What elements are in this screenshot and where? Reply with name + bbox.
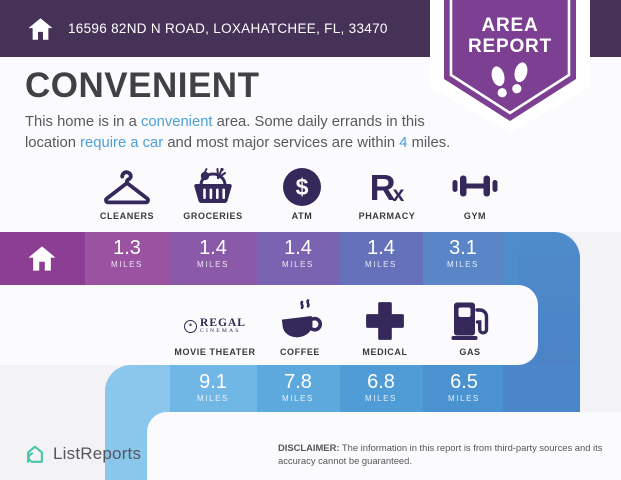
home-icon <box>28 17 53 40</box>
distance-pharmacy: 1.4 MILES <box>364 237 397 269</box>
regal-cinemas-logo: ✶ REGAL CINEMAS <box>184 317 246 335</box>
badge-ribbon <box>430 0 590 133</box>
page-title: CONVENIENT <box>25 66 260 105</box>
listreports-logo: ListReports <box>24 443 141 465</box>
dollar-circle-icon: $ <box>283 168 321 206</box>
property-address: 16596 82ND N ROAD, LOXAHATCHEE, FL, 3347… <box>68 21 388 36</box>
badge-line2: REPORT <box>468 36 552 57</box>
category-pharmacy: Rx PHARMACY <box>335 164 439 222</box>
category-label: MOVIE THEATER <box>174 347 256 357</box>
distance-medical: 6.8 MILES <box>364 371 397 403</box>
gas-pump-icon <box>451 302 489 340</box>
footer-white-card <box>147 412 621 480</box>
category-movie-theater: ✶ REGAL CINEMAS MOVIE THEATER <box>163 296 267 357</box>
footprints-icon <box>491 62 528 98</box>
band2-segment <box>503 365 580 412</box>
category-cleaners: CLEANERS <box>75 164 179 221</box>
band1-segment <box>257 232 340 285</box>
category-atm: $ ATM <box>250 164 354 221</box>
brand-name: ListReports <box>53 444 142 463</box>
category-label: MEDICAL <box>362 347 408 357</box>
medical-cross-icon <box>366 302 404 340</box>
rx-icon: Rx <box>369 167 405 208</box>
category-label: PHARMACY <box>358 211 416 221</box>
category-label: GROCERIES <box>183 211 243 221</box>
description: This home is in a convenient area. Some … <box>25 112 450 154</box>
category-label: COFFEE <box>279 347 321 357</box>
band2-segment <box>170 365 257 412</box>
description-line2: location require a car and most major se… <box>25 135 451 151</box>
distance-gas: 6.5 MILES <box>447 371 480 403</box>
category-gas: GAS <box>418 296 522 357</box>
disclaimer: DISCLAIMER: The information in this repo… <box>278 442 603 466</box>
category-label: CLEANERS <box>99 211 155 221</box>
distance-coffee: 7.8 MILES <box>281 371 314 403</box>
distance-cleaners: 1.3 MILES <box>110 237 143 269</box>
description-line1: This home is in a convenient area. Some … <box>25 114 425 130</box>
band1-segment <box>170 232 257 285</box>
category-label: GAS <box>459 347 481 357</box>
band2-segment <box>340 365 423 412</box>
distance-movie-theater: 9.1 MILES <box>196 371 229 403</box>
badge-line1: AREA <box>481 15 539 36</box>
band1-segment <box>340 232 423 285</box>
coffee-cup-icon <box>281 299 323 338</box>
band1-segment <box>85 232 170 285</box>
band1-segment <box>423 232 503 285</box>
grocery-basket-icon <box>194 167 232 204</box>
band2-segment <box>257 365 340 412</box>
category-label: ATM <box>291 211 313 221</box>
band2-segment <box>423 365 503 412</box>
home-icon <box>28 246 56 271</box>
distance-gym: 3.1 MILES <box>446 237 479 269</box>
category-gym: GYM <box>423 164 527 221</box>
distance-atm: 1.4 MILES <box>281 237 314 269</box>
middle-white-card <box>0 285 538 365</box>
badge-title: AREA REPORT <box>428 15 592 57</box>
distance-groceries: 1.4 MILES <box>196 237 229 269</box>
category-groceries: GROCERIES <box>161 164 265 221</box>
area-report-badge: AREA REPORT <box>428 0 592 135</box>
category-coffee: COFFEE <box>248 296 352 357</box>
listreports-house-icon <box>27 445 43 463</box>
category-medical: MEDICAL <box>333 296 437 357</box>
hanger-icon <box>104 170 150 205</box>
category-label: GYM <box>463 211 487 221</box>
dumbbell-icon <box>452 175 498 197</box>
